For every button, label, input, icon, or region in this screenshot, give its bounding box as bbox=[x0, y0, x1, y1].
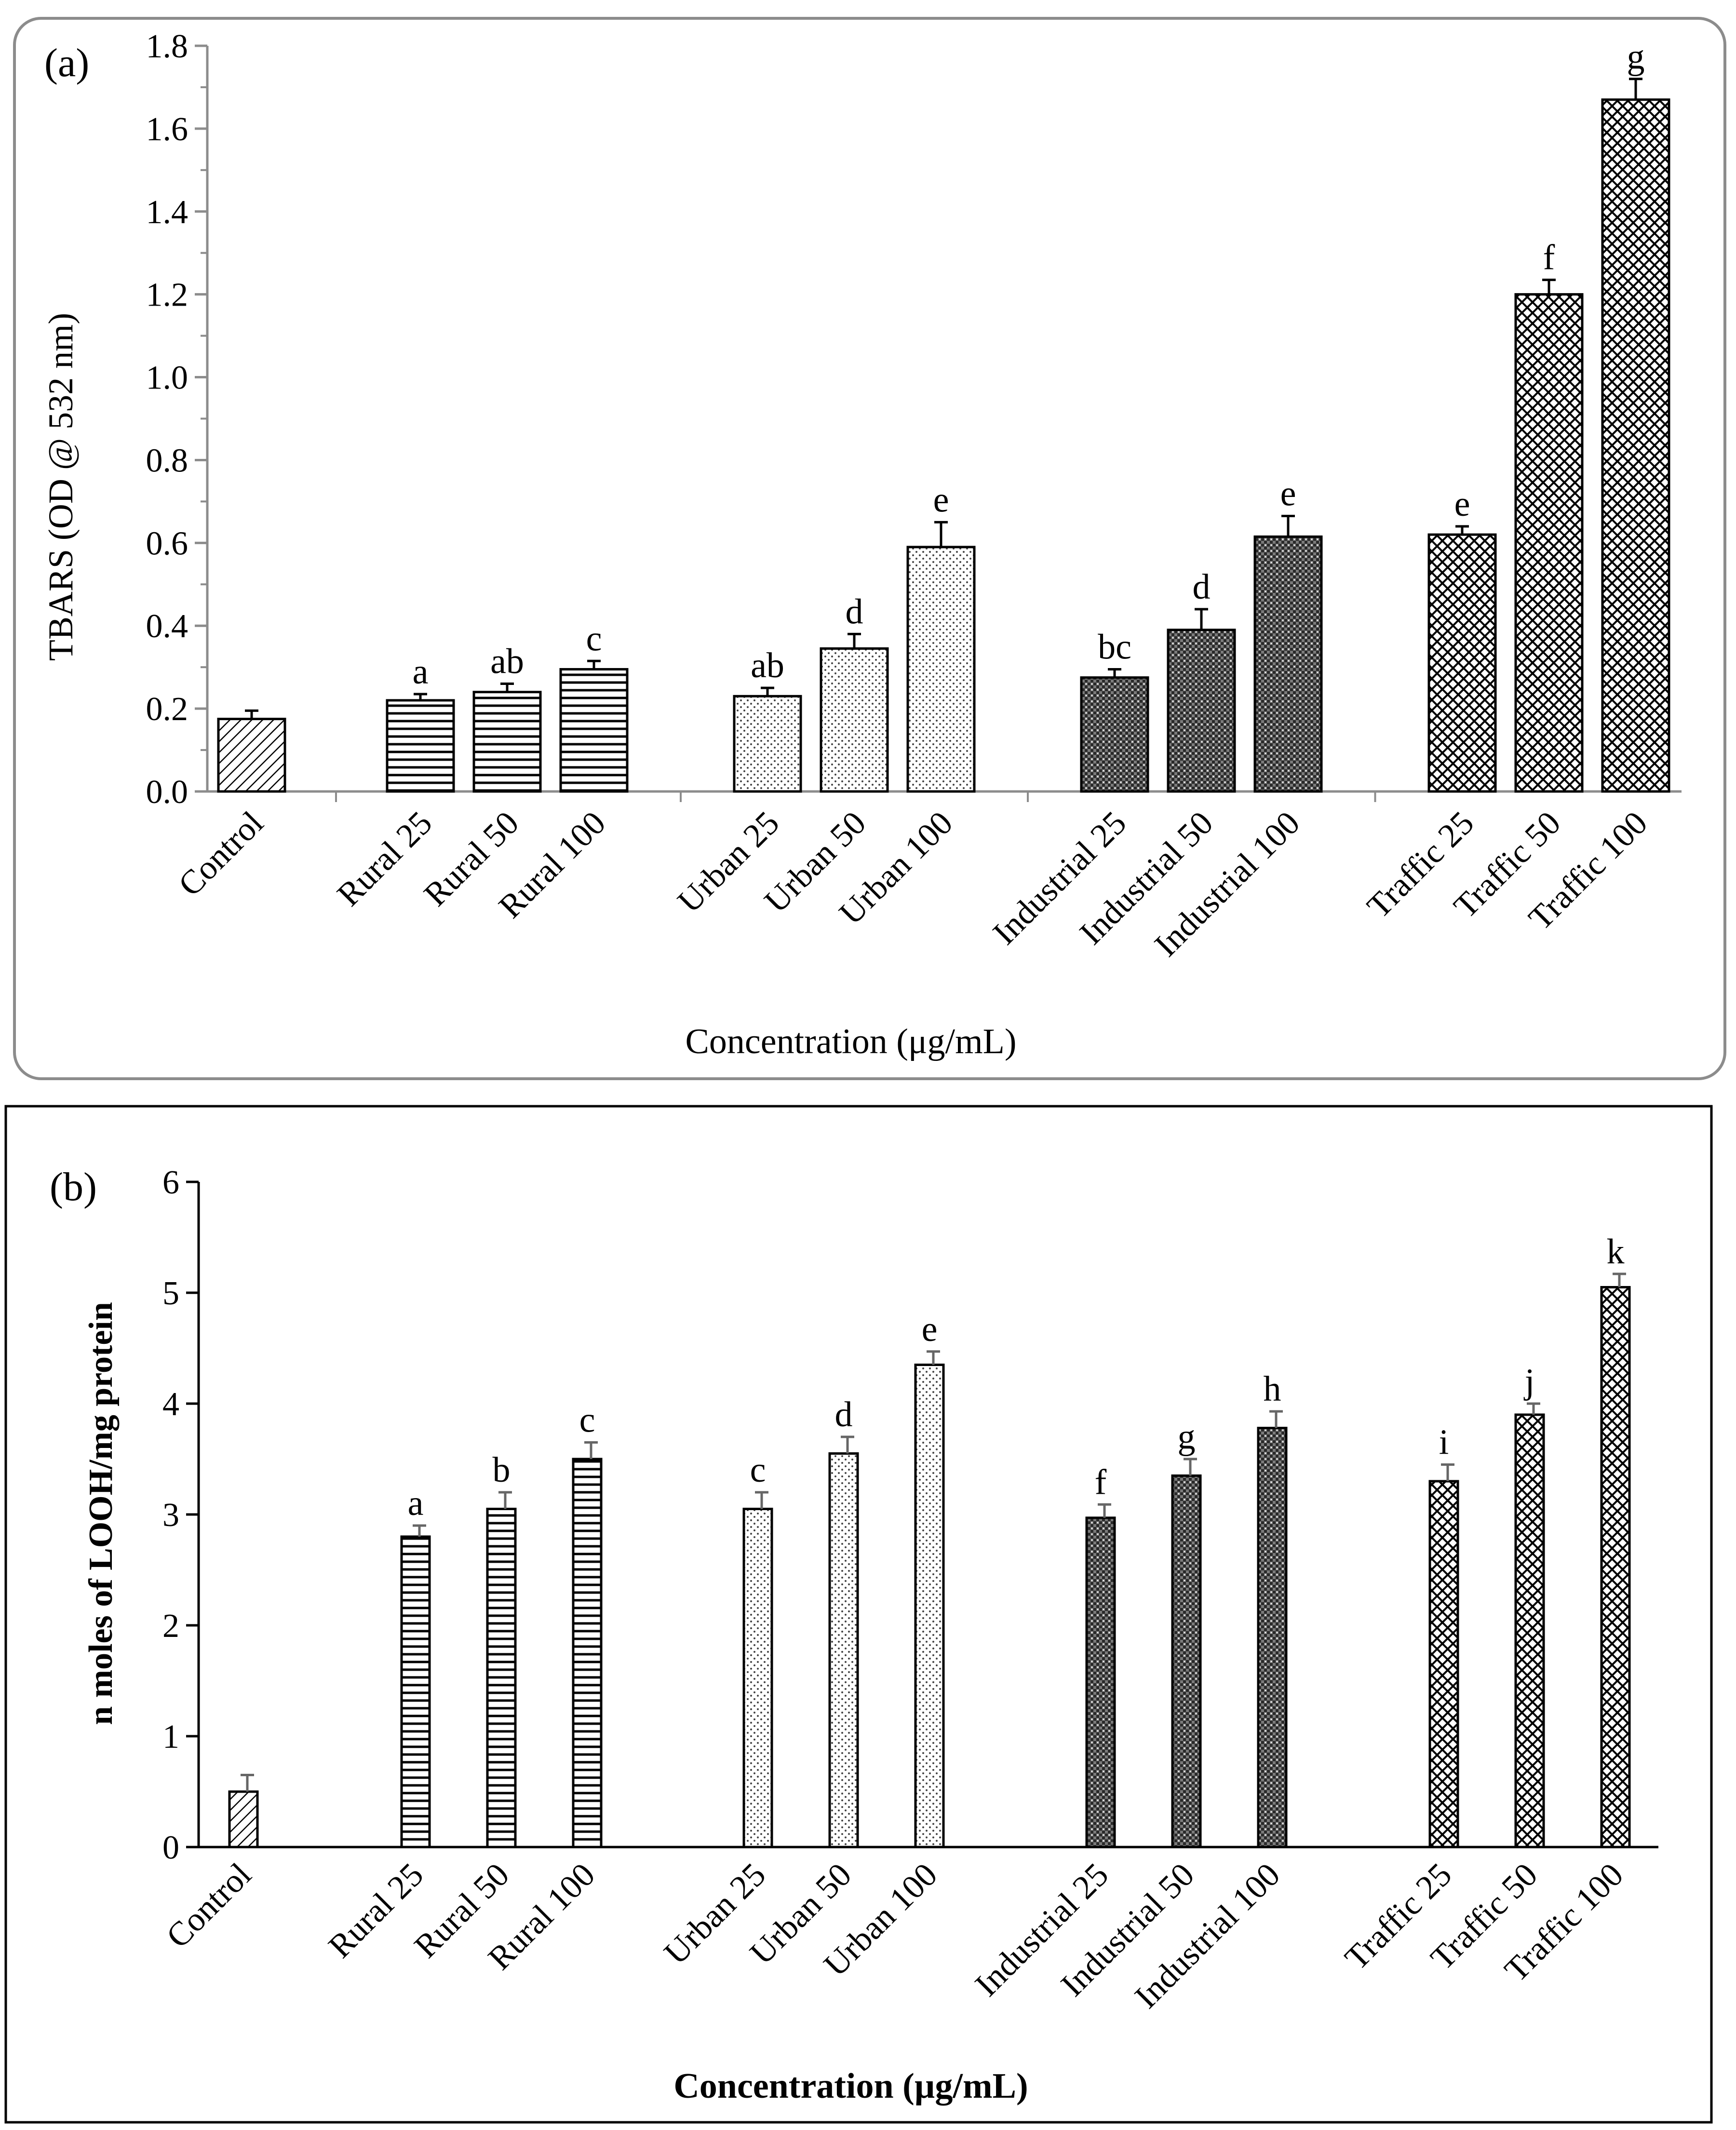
bar bbox=[1600, 1286, 1631, 1849]
significance-letter: d bbox=[835, 1395, 853, 1434]
significance-letter: a bbox=[413, 652, 429, 692]
y-tick-label: 0.6 bbox=[146, 525, 188, 562]
bar bbox=[828, 1452, 859, 1849]
y-tick-label: 5 bbox=[162, 1275, 179, 1312]
bar bbox=[1257, 1427, 1288, 1849]
bar bbox=[1253, 535, 1323, 793]
significance-letter: i bbox=[1439, 1423, 1449, 1462]
significance-letter: c bbox=[586, 619, 602, 658]
bar bbox=[1080, 676, 1149, 793]
bar bbox=[1171, 1474, 1202, 1849]
y-tick-label: 2 bbox=[162, 1608, 179, 1645]
bar bbox=[742, 1508, 773, 1849]
significance-letter: h bbox=[1264, 1369, 1281, 1409]
significance-letter: k bbox=[1607, 1232, 1625, 1272]
significance-letter: a bbox=[408, 1484, 424, 1523]
significance-letter: b bbox=[493, 1450, 511, 1490]
bar bbox=[1085, 1516, 1116, 1849]
panel-b-x-axis-title: Concentration (µg/mL) bbox=[673, 2066, 1028, 2106]
significance-letter: e bbox=[1454, 484, 1470, 524]
bar bbox=[1514, 1413, 1545, 1849]
significance-letter: c bbox=[750, 1450, 766, 1490]
panel-a-label: (a) bbox=[44, 40, 89, 85]
panel-a: (a) 0.00.20.40.60.81.01.21.41.61.8 a abca… bbox=[13, 17, 1726, 1080]
significance-letter: e bbox=[1280, 474, 1296, 513]
y-tick-label: 0 bbox=[162, 1829, 179, 1866]
significance-letter: f bbox=[1095, 1462, 1107, 1502]
bar bbox=[906, 546, 976, 793]
panel-a-y-axis-title: TBARS (OD @ 532 nm) bbox=[41, 313, 80, 661]
y-tick-label: 3 bbox=[162, 1497, 179, 1534]
bar bbox=[914, 1364, 945, 1849]
y-tick-label: 1.4 bbox=[146, 194, 188, 231]
significance-letter: g bbox=[1178, 1417, 1196, 1457]
bar bbox=[472, 691, 542, 793]
bar bbox=[400, 1535, 431, 1849]
significance-letter: g bbox=[1627, 37, 1645, 77]
bar bbox=[1514, 293, 1584, 793]
significance-letter: d bbox=[1193, 567, 1211, 607]
significance-letter: bc bbox=[1098, 627, 1131, 667]
bar bbox=[1601, 98, 1670, 793]
panel-b-axes: 0 1 2 3 4 5 6 bbox=[162, 1164, 1658, 1866]
panel-a-x-axis-title: Concentration (μg/mL) bbox=[686, 1022, 1017, 1061]
significance-letter: e bbox=[922, 1310, 938, 1349]
bar bbox=[733, 695, 802, 793]
panel-b-y-axis-title: n moles of LOOH/mg protein bbox=[82, 1302, 120, 1725]
bar bbox=[228, 1790, 259, 1849]
bar bbox=[1427, 533, 1497, 793]
y-tick-label: 1.2 bbox=[146, 277, 188, 314]
significance-letter: ab bbox=[490, 642, 524, 682]
bar bbox=[217, 718, 286, 793]
y-tick-label: 1.6 bbox=[146, 111, 188, 148]
y-tick-label: 0.0 bbox=[146, 774, 188, 811]
y-tick-label: 1.8 bbox=[146, 28, 188, 65]
y-tick-label: 0.2 bbox=[146, 691, 188, 728]
significance-letter: j bbox=[1523, 1362, 1535, 1401]
bar bbox=[572, 1458, 603, 1849]
significance-letter: c bbox=[579, 1401, 595, 1440]
bar bbox=[386, 699, 455, 793]
panel-b-bars: a b c c d e f g h i j k bbox=[228, 1232, 1631, 1849]
y-tick-label: 6 bbox=[162, 1164, 179, 1201]
bar bbox=[1428, 1480, 1459, 1849]
bar bbox=[559, 668, 629, 793]
bar bbox=[820, 647, 889, 793]
y-tick-label: 1 bbox=[162, 1718, 179, 1755]
y-tick-label: 4 bbox=[162, 1386, 179, 1423]
panel-a-frame bbox=[13, 17, 1726, 1080]
significance-letter: ab bbox=[751, 646, 784, 685]
panel-a-bars: a ab c ab d e bc d e e f g bbox=[217, 37, 1670, 793]
bar bbox=[486, 1508, 517, 1849]
y-tick-label: 1.0 bbox=[146, 360, 188, 397]
panel-b-label: (b) bbox=[50, 1165, 97, 1209]
y-tick-label: 0.4 bbox=[146, 608, 188, 645]
significance-letter: f bbox=[1543, 238, 1555, 278]
significance-letter: d bbox=[846, 592, 863, 631]
significance-letter: e bbox=[933, 480, 949, 520]
y-tick-label: 0.8 bbox=[146, 442, 188, 479]
bar bbox=[1167, 629, 1236, 793]
